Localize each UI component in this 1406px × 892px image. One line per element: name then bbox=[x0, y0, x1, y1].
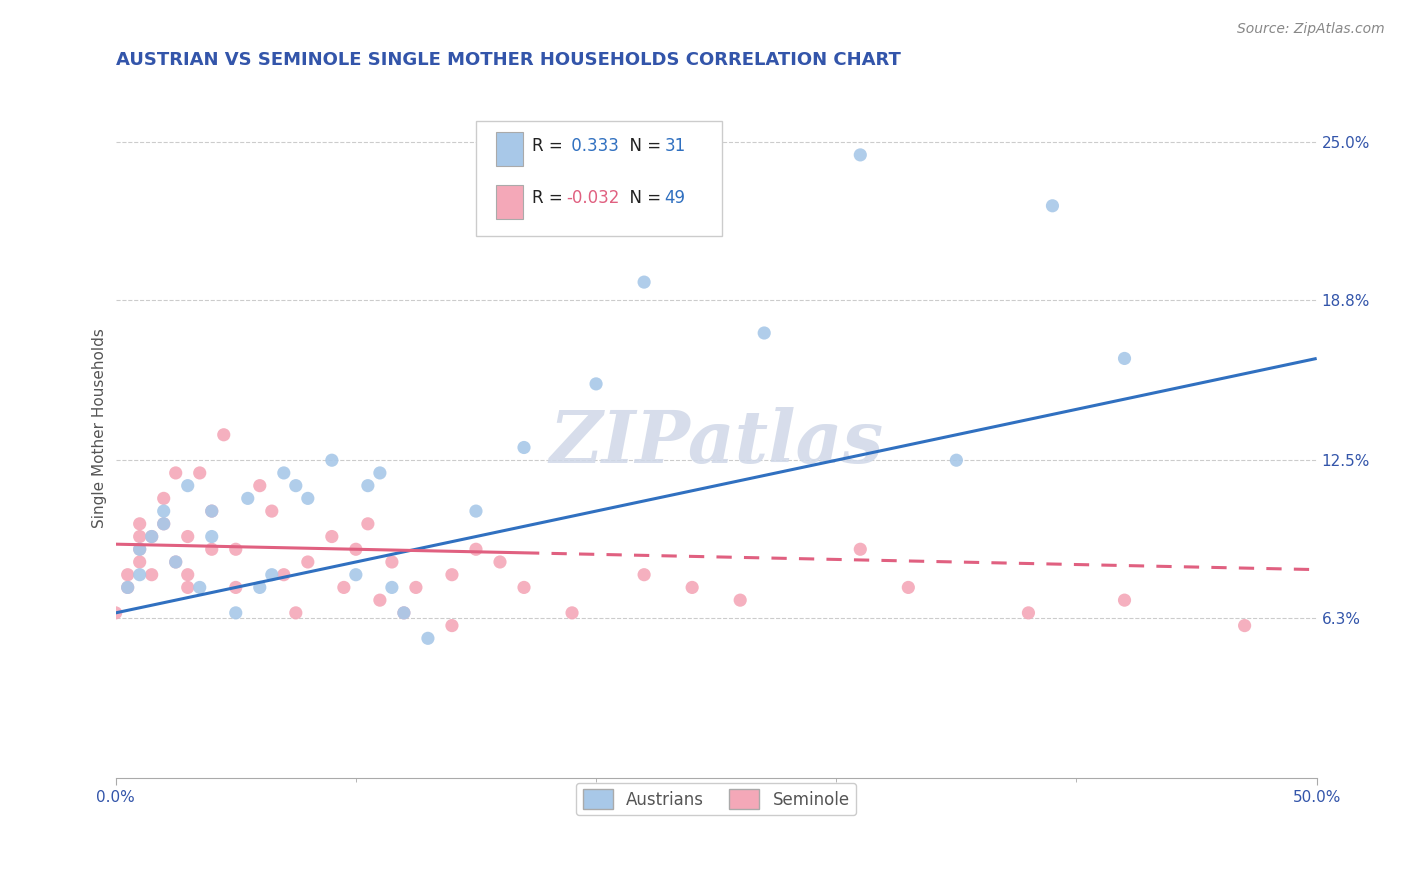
Point bbox=[321, 530, 343, 544]
Point bbox=[225, 606, 247, 620]
Point bbox=[177, 530, 200, 544]
Point bbox=[465, 504, 488, 518]
Point bbox=[104, 606, 127, 620]
Point bbox=[440, 567, 463, 582]
Point bbox=[849, 148, 872, 162]
Point bbox=[1233, 618, 1256, 632]
Point bbox=[1017, 606, 1039, 620]
Point bbox=[633, 567, 655, 582]
Point bbox=[141, 567, 163, 582]
Text: N =: N = bbox=[619, 189, 666, 207]
Text: R =: R = bbox=[533, 136, 568, 154]
Point bbox=[381, 555, 404, 569]
FancyBboxPatch shape bbox=[477, 120, 723, 236]
Point bbox=[633, 275, 655, 289]
Point bbox=[177, 567, 200, 582]
Point bbox=[201, 504, 224, 518]
Point bbox=[273, 567, 295, 582]
Point bbox=[260, 567, 283, 582]
Point bbox=[225, 581, 247, 595]
Point bbox=[416, 632, 439, 646]
Point bbox=[152, 491, 174, 506]
Point bbox=[249, 581, 271, 595]
Point bbox=[368, 593, 391, 607]
Point bbox=[368, 466, 391, 480]
Point bbox=[297, 491, 319, 506]
Point bbox=[201, 504, 224, 518]
Point bbox=[344, 542, 367, 557]
Point bbox=[357, 478, 380, 492]
Point bbox=[321, 453, 343, 467]
Point bbox=[333, 581, 356, 595]
Point bbox=[212, 427, 235, 442]
Point bbox=[1114, 593, 1136, 607]
Point bbox=[357, 516, 380, 531]
Point bbox=[249, 478, 271, 492]
Point bbox=[344, 567, 367, 582]
Point bbox=[141, 530, 163, 544]
Point bbox=[284, 606, 307, 620]
Point bbox=[165, 555, 187, 569]
Point bbox=[117, 581, 139, 595]
Point bbox=[392, 606, 415, 620]
Point bbox=[260, 504, 283, 518]
Point bbox=[188, 466, 211, 480]
Text: 31: 31 bbox=[665, 136, 686, 154]
Text: -0.032: -0.032 bbox=[567, 189, 620, 207]
Point bbox=[165, 555, 187, 569]
Point bbox=[405, 581, 427, 595]
Point bbox=[728, 593, 751, 607]
Point bbox=[513, 581, 536, 595]
Point bbox=[284, 478, 307, 492]
Point bbox=[128, 530, 150, 544]
Text: AUSTRIAN VS SEMINOLE SINGLE MOTHER HOUSEHOLDS CORRELATION CHART: AUSTRIAN VS SEMINOLE SINGLE MOTHER HOUSE… bbox=[115, 51, 900, 69]
Point bbox=[117, 567, 139, 582]
Point bbox=[513, 441, 536, 455]
Point bbox=[381, 581, 404, 595]
Point bbox=[273, 466, 295, 480]
Point bbox=[849, 542, 872, 557]
Point bbox=[188, 581, 211, 595]
Point bbox=[561, 606, 583, 620]
Point bbox=[201, 530, 224, 544]
Point bbox=[897, 581, 920, 595]
Text: N =: N = bbox=[619, 136, 666, 154]
Point bbox=[128, 555, 150, 569]
Text: 49: 49 bbox=[665, 189, 686, 207]
Point bbox=[128, 542, 150, 557]
Point bbox=[465, 542, 488, 557]
Point bbox=[236, 491, 259, 506]
Point bbox=[117, 581, 139, 595]
Y-axis label: Single Mother Households: Single Mother Households bbox=[93, 328, 107, 528]
Point bbox=[585, 376, 607, 391]
Point bbox=[177, 478, 200, 492]
Point bbox=[152, 516, 174, 531]
Point bbox=[141, 530, 163, 544]
Point bbox=[754, 326, 776, 340]
Point bbox=[297, 555, 319, 569]
Text: ZIPatlas: ZIPatlas bbox=[550, 407, 883, 478]
FancyBboxPatch shape bbox=[496, 185, 523, 219]
Point bbox=[152, 504, 174, 518]
Point bbox=[128, 542, 150, 557]
Point bbox=[128, 516, 150, 531]
Text: R =: R = bbox=[533, 189, 568, 207]
Point bbox=[440, 618, 463, 632]
Point bbox=[225, 542, 247, 557]
FancyBboxPatch shape bbox=[496, 132, 523, 166]
Point bbox=[489, 555, 512, 569]
Text: 0.333: 0.333 bbox=[567, 136, 619, 154]
Point bbox=[201, 542, 224, 557]
Point bbox=[165, 466, 187, 480]
Point bbox=[128, 567, 150, 582]
Point bbox=[681, 581, 703, 595]
Point bbox=[1042, 199, 1064, 213]
Text: Source: ZipAtlas.com: Source: ZipAtlas.com bbox=[1237, 22, 1385, 37]
Point bbox=[945, 453, 967, 467]
Point bbox=[1114, 351, 1136, 366]
Point bbox=[152, 516, 174, 531]
Point bbox=[392, 606, 415, 620]
Point bbox=[177, 581, 200, 595]
Legend: Austrians, Seminole: Austrians, Seminole bbox=[576, 783, 856, 815]
